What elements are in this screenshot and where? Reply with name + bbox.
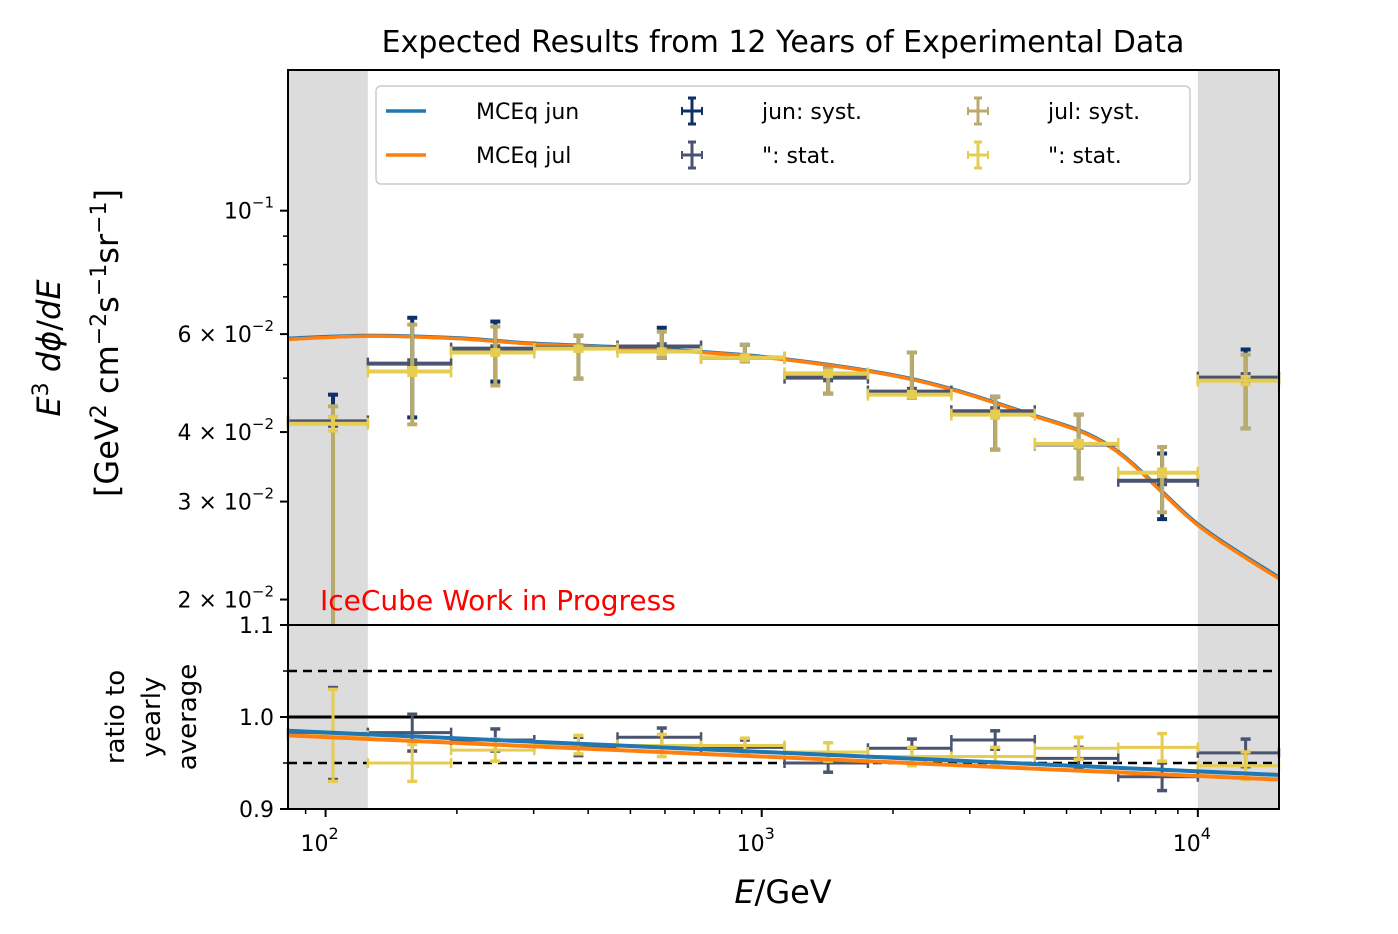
ratio-jul-errorbar-10 [1116,731,1200,763]
shaded-regions [288,70,1279,809]
y-tick-label-1: 6 × 10−2 [177,317,274,348]
legend-label-3: MCEq jul [476,144,571,169]
error-bars [286,315,1281,793]
legend: MCEq jun jun: syst. jul: syst. MCEq jul ": s… [375,85,1191,185]
jul-stat-errorbar-7 [866,388,953,401]
shaded-region-1 [1197,70,1279,809]
legend-entry-0: MCEq jun [386,100,579,125]
legend-entry-3: MCEq jul [386,144,571,169]
jul-syst-errorbar-0 [328,404,339,625]
legend-label-2: jul: syst. [1047,100,1140,125]
y-tick-label-3: 3 × 10−2 [177,485,274,516]
ratio-mceq-jul-curve [287,733,1280,782]
x-tick-label-1: 103 [737,824,775,857]
svg-text:ratio to: ratio to [101,670,131,764]
legend-entry-4: ": stat. [681,140,836,170]
ratio-y-axis-label: ratio to yearly average [101,664,203,770]
y-tick-label-4: 2 × 10−2 [177,583,274,614]
jul-stat-errorbar-8 [950,408,1037,421]
svg-text:[GeV2 cm−2s−1sr−1]: [GeV2 cm−2s−1sr−1] [87,189,126,497]
jul-stat-errorbar-5 [699,351,786,364]
y-tick-label-0: 10−1 [224,194,274,225]
jul-syst-errorbar-11 [1240,352,1251,431]
jul-stat-errorbar-6 [783,367,870,380]
mceq-jul-curve [287,334,1280,581]
legend-entry-5: ": stat. [967,140,1122,170]
jul-syst-errorbar-10 [1157,445,1168,515]
watermark-annotation: IceCube Work in Progress [320,584,676,617]
svg-text:average: average [173,664,203,770]
legend-entry-2: jul: syst. [967,96,1140,126]
svg-text:E3 dϕ/dE: E3 dϕ/dE [29,279,68,417]
legend-entry-1: jun: syst. [681,96,862,126]
jul-stat-errorbar-11 [1196,374,1281,387]
jul-stat-errorbar-9 [1033,437,1120,450]
y-tick-label-2: 4 × 10−2 [177,415,274,446]
legend-label-1: jun: syst. [761,100,862,125]
shaded-region-0 [288,70,368,809]
ratio-y-tick-label-2: 0.9 [239,798,274,823]
jul-stat-errorbar-10 [1116,466,1200,479]
ratio-mceq-curves [287,728,1280,782]
legend-label-4: ": stat. [762,144,836,169]
ratio-y-tick-label-0: 1.1 [239,614,274,639]
legend-label-0: MCEq jun [476,100,579,125]
chart-title: Expected Results from 12 Years of Experi… [382,25,1185,60]
mceq-curves [287,333,1281,581]
jul-stat-errorbar-1 [366,365,453,378]
x-tick-label-2: 104 [1173,824,1211,857]
ratio-mceq-jun-curve [287,728,1280,777]
y-axis-units-label: [GeV2 cm−2s−1sr−1] [87,189,126,497]
ratio-y-tick-label-1: 1.0 [239,706,274,731]
ratio-jul-errorbar-1 [366,742,453,784]
x-tick-label-0: 102 [300,824,338,857]
jul-syst-errorbar-3 [573,333,584,381]
legend-label-5: ": stat. [1048,144,1122,169]
ratio-jul-errorbar-9 [1033,735,1120,762]
jul-syst-errorbar-8 [990,394,1001,452]
x-axis-label: E/GeV [734,873,831,911]
y-axis-label: E3 dϕ/dE [29,279,68,417]
ratio-jun-errorbar-4 [616,726,703,749]
jul-stat-errorbar-4 [616,345,703,358]
svg-text:yearly: yearly [137,677,167,758]
